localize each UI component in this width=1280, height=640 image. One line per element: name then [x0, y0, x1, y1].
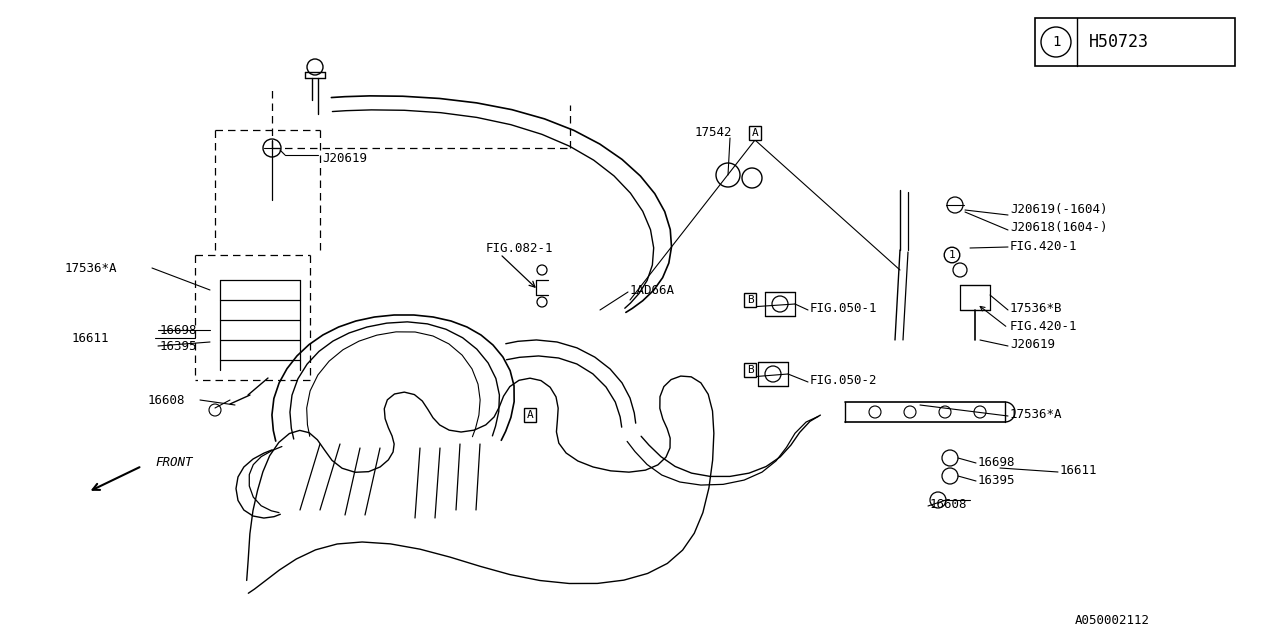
Text: 17542: 17542	[695, 127, 732, 140]
Text: FIG.082-1: FIG.082-1	[486, 241, 553, 255]
Text: 1: 1	[1052, 35, 1060, 49]
Text: FIG.420-1: FIG.420-1	[1010, 319, 1078, 333]
Circle shape	[931, 492, 946, 508]
Circle shape	[772, 296, 788, 312]
Text: A: A	[526, 410, 534, 420]
Text: A: A	[751, 128, 758, 138]
Circle shape	[307, 59, 323, 75]
Text: 1AD66A: 1AD66A	[630, 284, 675, 296]
Text: FIG.420-1: FIG.420-1	[1010, 239, 1078, 253]
Text: FIG.050-2: FIG.050-2	[810, 374, 878, 387]
Circle shape	[716, 163, 740, 187]
Circle shape	[869, 406, 881, 418]
Circle shape	[742, 168, 762, 188]
Circle shape	[262, 139, 282, 157]
Circle shape	[209, 404, 221, 416]
Text: 16698: 16698	[160, 323, 197, 337]
Circle shape	[954, 263, 966, 277]
Text: 16395: 16395	[160, 339, 197, 353]
Text: J20619: J20619	[323, 152, 367, 164]
Text: 17536*B: 17536*B	[1010, 301, 1062, 314]
Text: H50723: H50723	[1089, 33, 1149, 51]
Circle shape	[947, 197, 963, 213]
Circle shape	[940, 406, 951, 418]
Text: 16608: 16608	[148, 394, 186, 406]
Circle shape	[904, 406, 916, 418]
Text: 16611: 16611	[1060, 465, 1097, 477]
Circle shape	[538, 297, 547, 307]
Text: 1: 1	[948, 250, 955, 260]
Text: 16395: 16395	[978, 474, 1015, 486]
Text: 17536*A: 17536*A	[65, 262, 118, 275]
Text: J20618(1604-): J20618(1604-)	[1010, 221, 1107, 234]
Text: J20619: J20619	[1010, 337, 1055, 351]
Circle shape	[942, 468, 957, 484]
Bar	[1036, 18, 1235, 66]
Circle shape	[765, 366, 781, 382]
Text: B: B	[746, 295, 754, 305]
Text: J20619(-1604): J20619(-1604)	[1010, 204, 1107, 216]
Circle shape	[942, 450, 957, 466]
Text: B: B	[746, 365, 754, 375]
Circle shape	[538, 265, 547, 275]
Text: A050002112: A050002112	[1075, 614, 1149, 627]
Text: 17536*A: 17536*A	[1010, 408, 1062, 420]
Text: 16608: 16608	[931, 497, 968, 511]
Text: FIG.050-1: FIG.050-1	[810, 301, 878, 314]
Text: 16611: 16611	[72, 332, 110, 344]
Text: 16698: 16698	[978, 456, 1015, 468]
Text: FRONT: FRONT	[155, 456, 192, 468]
Circle shape	[974, 406, 986, 418]
